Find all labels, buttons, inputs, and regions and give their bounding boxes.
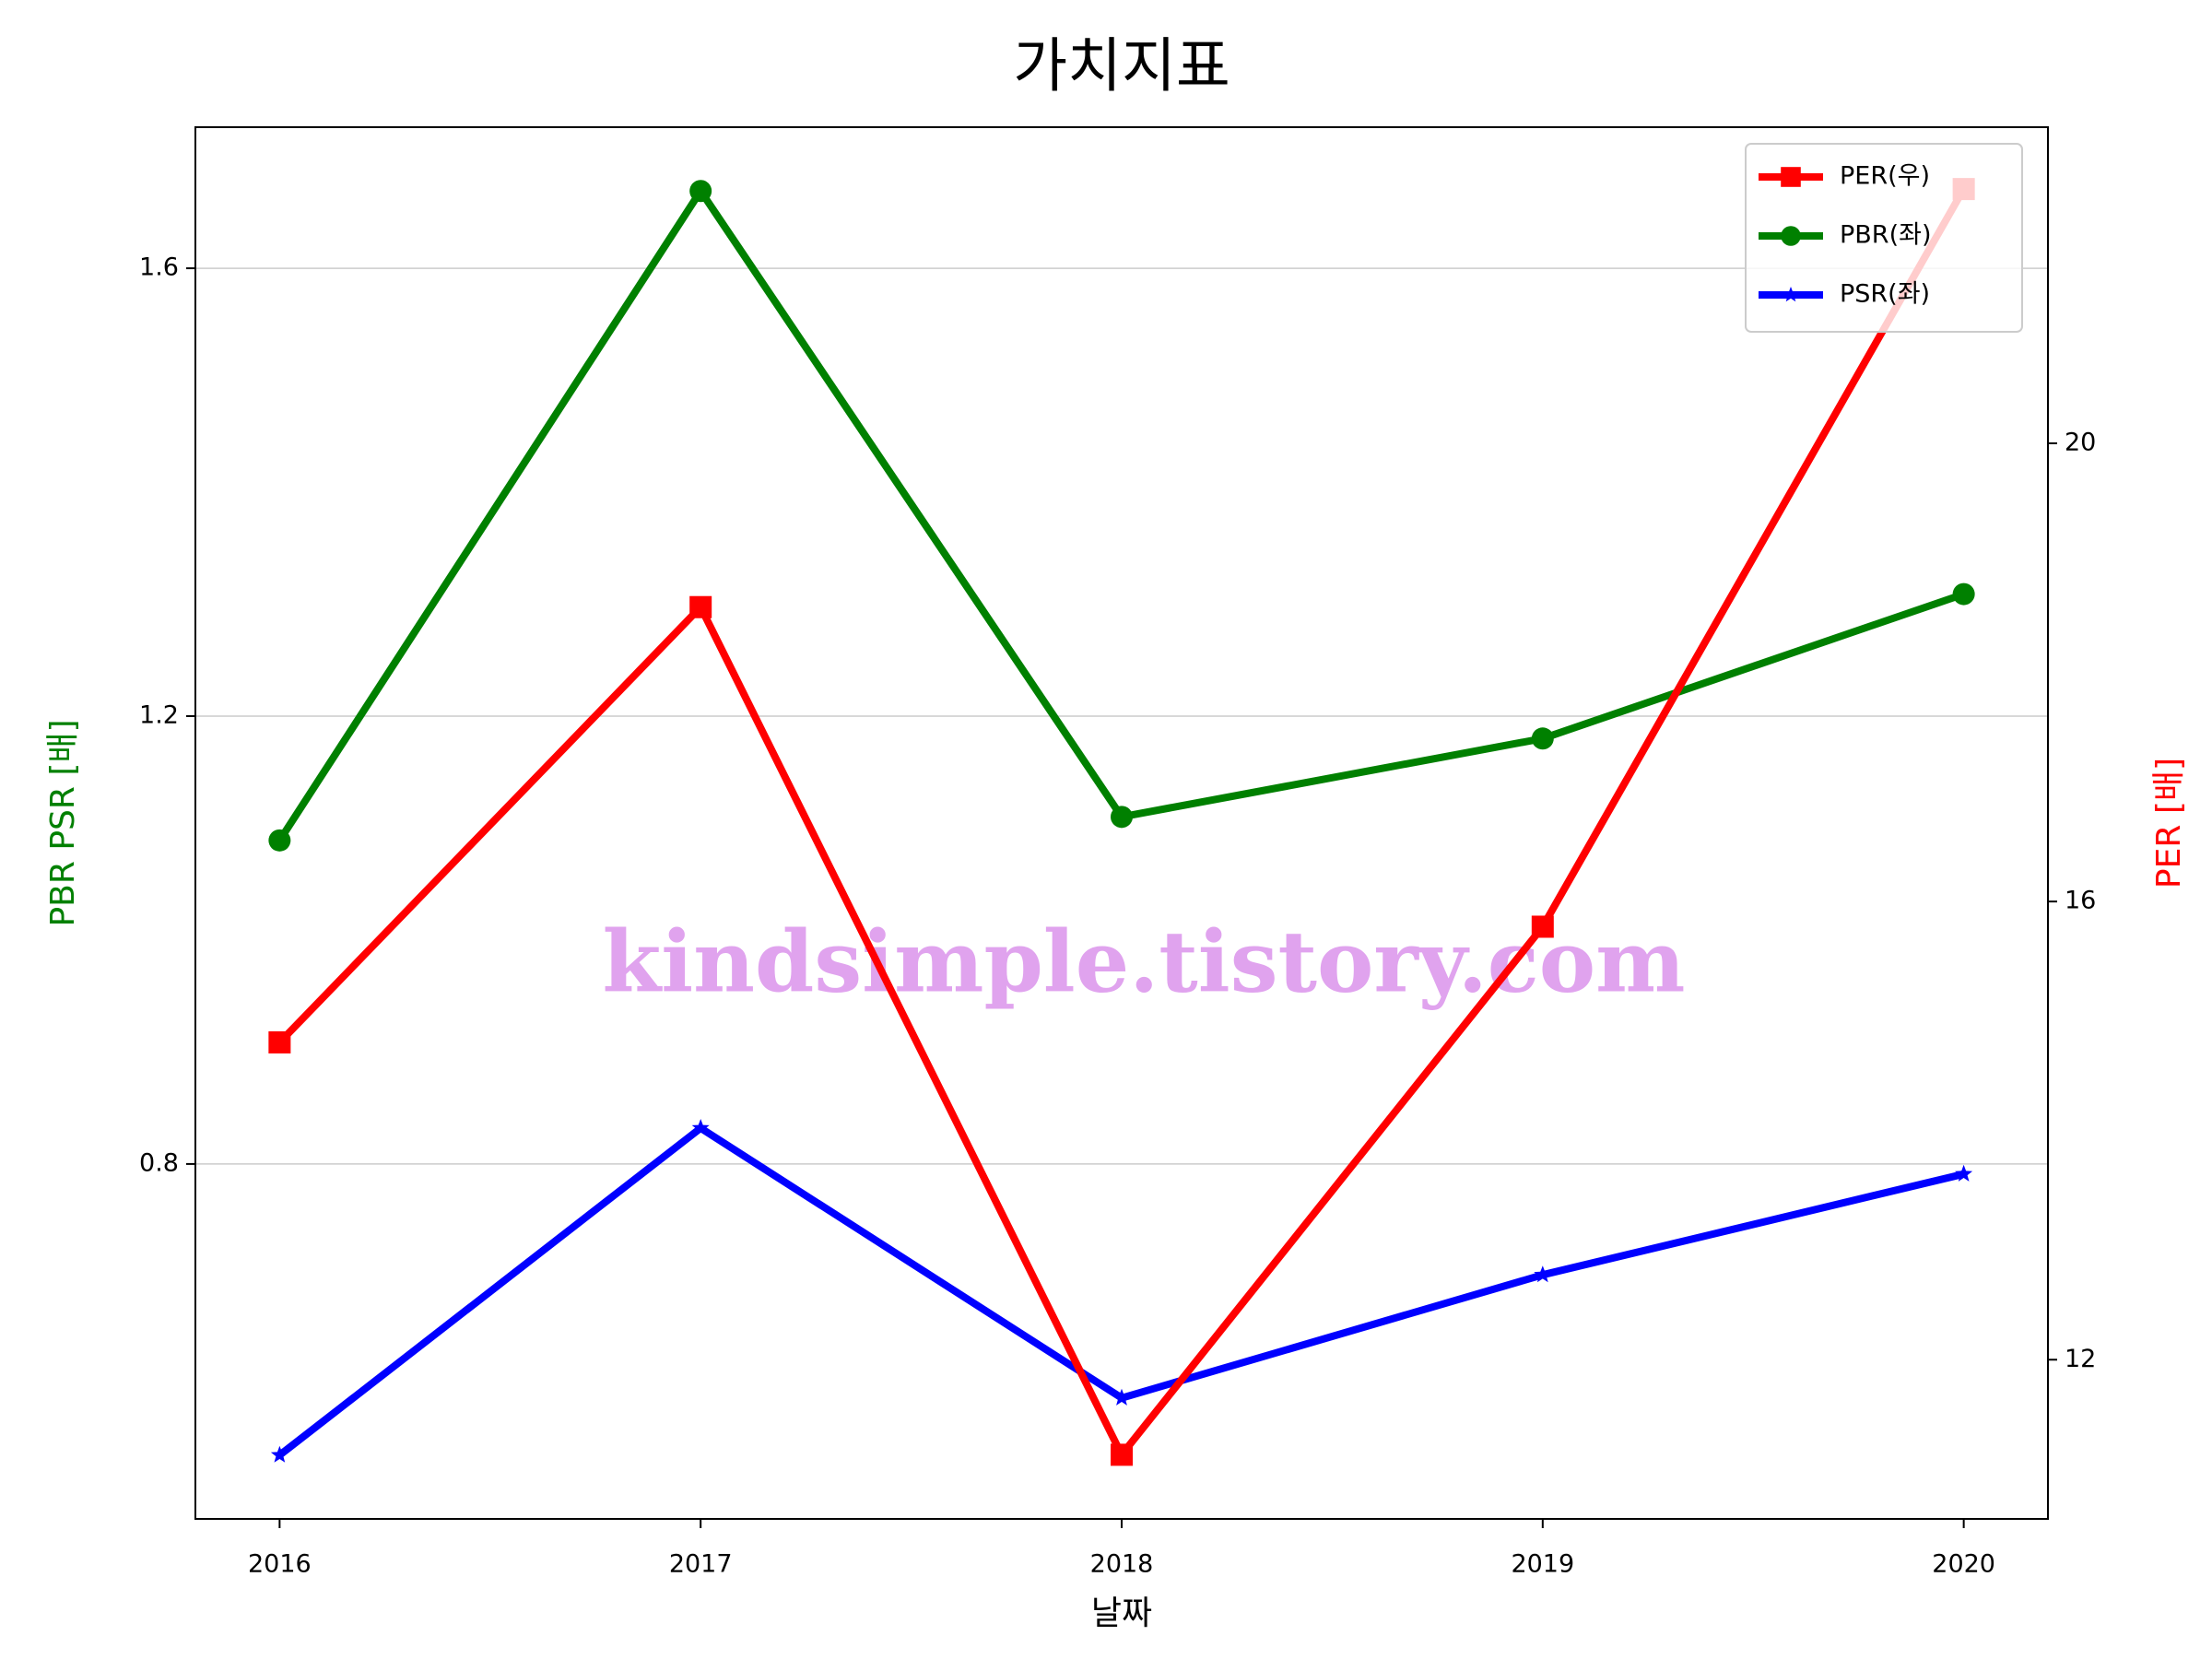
y-axis-label: PBR PSR [배] <box>44 719 82 926</box>
marker <box>1955 1164 1973 1182</box>
chart-title: 가치지표 <box>1013 33 1230 101</box>
x-tick-label: 2016 <box>248 1550 312 1579</box>
y2-tick-label: 12 <box>2065 1345 2096 1373</box>
legend-label: PSR(좌) <box>1840 280 1930 309</box>
marker <box>268 1030 291 1053</box>
x-tick-label: 2020 <box>1932 1550 1995 1579</box>
marker <box>270 1445 288 1463</box>
x-tick-label: 2017 <box>669 1550 733 1579</box>
axes: 2016 2017 2018 2019 2020 0.8 1.2 1.6 12 16 20 <box>139 253 2096 1579</box>
legend-label: PER(우) <box>1840 162 1930 191</box>
legend-box <box>1745 143 2023 333</box>
plot <box>268 178 1975 1466</box>
marker <box>1952 582 1975 606</box>
marker <box>1531 727 1554 750</box>
marker <box>1781 167 1801 187</box>
marker <box>1111 1443 1133 1466</box>
marker <box>1531 915 1554 938</box>
marker <box>1783 287 1799 302</box>
y2-axis-label: PER [배] <box>2150 758 2188 888</box>
grid <box>195 267 2048 1165</box>
marker <box>268 829 291 852</box>
marker <box>1112 1388 1131 1406</box>
marker <box>1781 226 1801 246</box>
y-tick-label: 1.6 <box>139 253 179 282</box>
y-tick-label: 0.8 <box>139 1148 179 1177</box>
marker <box>689 180 712 203</box>
legend-label: PBR(좌) <box>1840 221 1931 250</box>
marker <box>1111 806 1133 829</box>
x-tick-label: 2019 <box>1511 1550 1574 1579</box>
legend: PER(우) PBR(좌) PSR(좌) <box>1745 143 2023 333</box>
x-axis-label: 날짜 <box>1091 1594 1152 1632</box>
marker <box>689 595 712 618</box>
x-tick-label: 2018 <box>1090 1550 1154 1579</box>
marker <box>1534 1265 1552 1283</box>
watermark: kindsimple.tistory.com <box>602 912 1685 1012</box>
y2-tick-label: 16 <box>2065 887 2096 915</box>
marker <box>691 1119 710 1136</box>
y2-tick-label: 20 <box>2065 429 2096 457</box>
y-tick-label: 1.2 <box>139 700 179 729</box>
